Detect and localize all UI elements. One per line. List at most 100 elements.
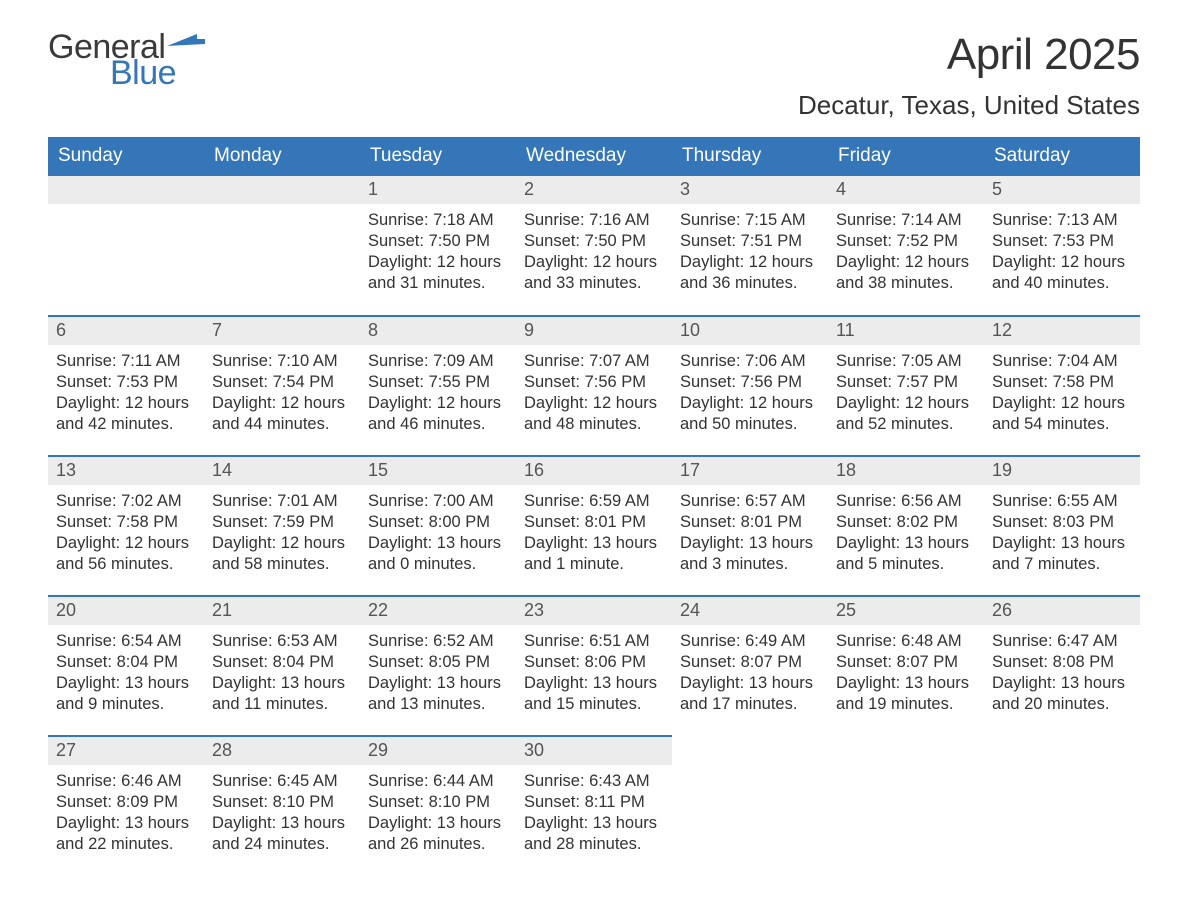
day-number: 15 xyxy=(360,457,516,485)
sunrise-label: Sunrise: xyxy=(56,492,117,510)
sunrise-label: Sunrise: xyxy=(368,211,429,229)
daylight-label: Daylight: xyxy=(56,534,120,552)
sunrise-label: Sunrise: xyxy=(368,632,429,650)
sunrise-line: Sunrise: 7:14 AM xyxy=(836,210,976,231)
calendar-cell: 18Sunrise: 6:56 AMSunset: 8:02 PMDayligh… xyxy=(828,456,984,596)
day-body: Sunrise: 7:16 AMSunset: 7:50 PMDaylight:… xyxy=(516,204,672,302)
sunset-label: Sunset: xyxy=(212,793,268,811)
sunrise-value: 6:55 AM xyxy=(1057,492,1118,510)
sunset-value: 7:53 PM xyxy=(1053,232,1114,250)
sunset-label: Sunset: xyxy=(212,653,268,671)
calendar-cell-empty xyxy=(828,736,984,876)
sunset-label: Sunset: xyxy=(524,793,580,811)
day-body: Sunrise: 6:45 AMSunset: 8:10 PMDaylight:… xyxy=(204,765,360,863)
day-number: 12 xyxy=(984,317,1140,345)
sunset-value: 8:04 PM xyxy=(117,653,178,671)
daylight-line: Daylight: 13 hours and 1 minute. xyxy=(524,533,664,575)
day-number: 7 xyxy=(204,317,360,345)
calendar-row: 1Sunrise: 7:18 AMSunset: 7:50 PMDaylight… xyxy=(48,176,1140,316)
sunset-line: Sunset: 7:56 PM xyxy=(524,372,664,393)
day-number: 11 xyxy=(828,317,984,345)
sunset-label: Sunset: xyxy=(992,653,1048,671)
sunrise-line: Sunrise: 7:09 AM xyxy=(368,351,508,372)
sunrise-line: Sunrise: 6:45 AM xyxy=(212,771,352,792)
day-number: 2 xyxy=(516,176,672,204)
sunset-value: 7:50 PM xyxy=(585,232,646,250)
sunset-line: Sunset: 8:05 PM xyxy=(368,652,508,673)
daylight-label: Daylight: xyxy=(368,814,432,832)
sunset-label: Sunset: xyxy=(368,513,424,531)
daylight-line: Daylight: 13 hours and 5 minutes. xyxy=(836,533,976,575)
sunset-line: Sunset: 7:57 PM xyxy=(836,372,976,393)
day-number: 29 xyxy=(360,737,516,765)
sunset-line: Sunset: 8:09 PM xyxy=(56,792,196,813)
sunrise-value: 7:04 AM xyxy=(1057,352,1118,370)
sunset-label: Sunset: xyxy=(836,232,892,250)
sunrise-label: Sunrise: xyxy=(368,492,429,510)
daylight-line: Daylight: 12 hours and 58 minutes. xyxy=(212,533,352,575)
sunrise-label: Sunrise: xyxy=(992,632,1053,650)
sunrise-value: 7:14 AM xyxy=(901,211,962,229)
sunrise-label: Sunrise: xyxy=(524,632,585,650)
day-number: 17 xyxy=(672,457,828,485)
sunset-line: Sunset: 7:51 PM xyxy=(680,231,820,252)
sunset-label: Sunset: xyxy=(836,373,892,391)
day-body: Sunrise: 7:02 AMSunset: 7:58 PMDaylight:… xyxy=(48,485,204,583)
day-body: Sunrise: 6:52 AMSunset: 8:05 PMDaylight:… xyxy=(360,625,516,723)
sunrise-value: 6:43 AM xyxy=(589,772,650,790)
sunset-line: Sunset: 7:58 PM xyxy=(56,512,196,533)
sunrise-line: Sunrise: 7:13 AM xyxy=(992,210,1132,231)
sunset-line: Sunset: 8:01 PM xyxy=(680,512,820,533)
sunset-line: Sunset: 7:53 PM xyxy=(56,372,196,393)
sunrise-line: Sunrise: 7:05 AM xyxy=(836,351,976,372)
sunrise-label: Sunrise: xyxy=(368,352,429,370)
calendar-cell: 17Sunrise: 6:57 AMSunset: 8:01 PMDayligh… xyxy=(672,456,828,596)
sunrise-value: 6:47 AM xyxy=(1057,632,1118,650)
day-body: Sunrise: 7:11 AMSunset: 7:53 PMDaylight:… xyxy=(48,345,204,443)
day-number: 25 xyxy=(828,597,984,625)
sunrise-value: 7:11 AM xyxy=(121,352,180,370)
sunset-line: Sunset: 7:58 PM xyxy=(992,372,1132,393)
calendar-cell: 2Sunrise: 7:16 AMSunset: 7:50 PMDaylight… xyxy=(516,176,672,316)
calendar-cell: 22Sunrise: 6:52 AMSunset: 8:05 PMDayligh… xyxy=(360,596,516,736)
sunrise-label: Sunrise: xyxy=(524,492,585,510)
calendar-cell: 5Sunrise: 7:13 AMSunset: 7:53 PMDaylight… xyxy=(984,176,1140,316)
sunset-value: 8:06 PM xyxy=(585,653,646,671)
day-number: 1 xyxy=(360,176,516,204)
sunset-value: 8:07 PM xyxy=(741,653,802,671)
sunset-value: 7:50 PM xyxy=(429,232,490,250)
sunset-value: 8:05 PM xyxy=(429,653,490,671)
sunrise-label: Sunrise: xyxy=(524,772,585,790)
calendar-cell-empty xyxy=(984,736,1140,876)
day-header-row: SundayMondayTuesdayWednesdayThursdayFrid… xyxy=(48,137,1140,176)
daylight-line: Daylight: 12 hours and 38 minutes. xyxy=(836,252,976,294)
calendar-cell: 25Sunrise: 6:48 AMSunset: 8:07 PMDayligh… xyxy=(828,596,984,736)
logo-text-blue: Blue xyxy=(110,56,205,90)
sunrise-value: 6:53 AM xyxy=(277,632,338,650)
sunrise-line: Sunrise: 7:16 AM xyxy=(524,210,664,231)
calendar-cell: 11 Sunrise: 7:05 AMSunset: 7:57 PMDayligh… xyxy=(828,316,984,456)
sunrise-line: Sunrise: 7:06 AM xyxy=(680,351,820,372)
daylight-line: Daylight: 13 hours and 7 minutes. xyxy=(992,533,1132,575)
calendar-cell: 15Sunrise: 7:00 AMSunset: 8:00 PMDayligh… xyxy=(360,456,516,596)
sunrise-value: 6:44 AM xyxy=(433,772,494,790)
calendar-cell: 20Sunrise: 6:54 AMSunset: 8:04 PMDayligh… xyxy=(48,596,204,736)
calendar-cell: 13Sunrise: 7:02 AMSunset: 7:58 PMDayligh… xyxy=(48,456,204,596)
calendar-cell: 29Sunrise: 6:44 AMSunset: 8:10 PMDayligh… xyxy=(360,736,516,876)
sunset-value: 7:58 PM xyxy=(117,513,178,531)
daylight-label: Daylight: xyxy=(524,674,588,692)
day-header: Sunday xyxy=(48,137,204,176)
sunset-line: Sunset: 8:06 PM xyxy=(524,652,664,673)
sunset-label: Sunset: xyxy=(524,373,580,391)
sunset-label: Sunset: xyxy=(212,513,268,531)
calendar-body: 1Sunrise: 7:18 AMSunset: 7:50 PMDaylight… xyxy=(48,176,1140,876)
daylight-line: Daylight: 12 hours and 40 minutes. xyxy=(992,252,1132,294)
daylight-line: Daylight: 13 hours and 0 minutes. xyxy=(368,533,508,575)
daylight-label: Daylight: xyxy=(368,534,432,552)
day-number: 5 xyxy=(984,176,1140,204)
daylight-line: Daylight: 12 hours and 42 minutes. xyxy=(56,393,196,435)
daylight-line: Daylight: 12 hours and 48 minutes. xyxy=(524,393,664,435)
daylight-line: Daylight: 12 hours and 52 minutes. xyxy=(836,393,976,435)
day-body: Sunrise: 6:51 AMSunset: 8:06 PMDaylight:… xyxy=(516,625,672,723)
sunrise-line: Sunrise: 6:47 AM xyxy=(992,631,1132,652)
